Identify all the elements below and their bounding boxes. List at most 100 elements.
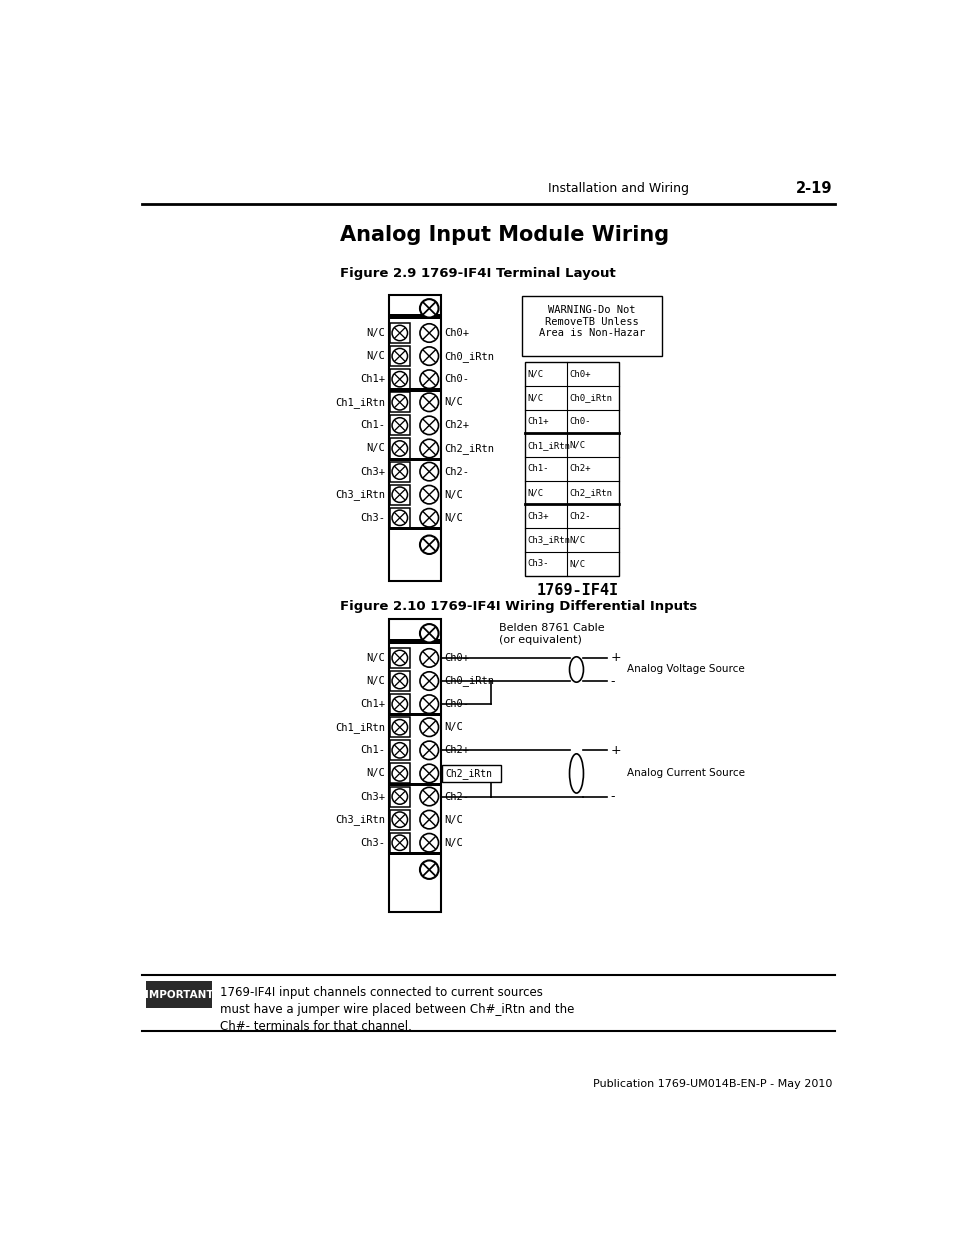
Text: Ch3-: Ch3- (359, 837, 385, 847)
Text: N/C: N/C (443, 837, 462, 847)
Bar (390, 740, 410, 761)
Text: Ch2+: Ch2+ (443, 746, 469, 756)
Text: Figure 2.10 1769-IF4I Wiring Differential Inputs: Figure 2.10 1769-IF4I Wiring Differentia… (340, 600, 697, 613)
Circle shape (419, 764, 438, 783)
Bar (442, 764, 500, 782)
Bar (390, 324, 410, 343)
Circle shape (419, 347, 438, 366)
Text: Ch3_iRtn: Ch3_iRtn (335, 489, 385, 500)
Text: Ch0-: Ch0- (443, 699, 469, 709)
Text: N/C: N/C (366, 443, 385, 453)
Circle shape (392, 651, 407, 666)
Text: Ch1-: Ch1- (526, 464, 548, 473)
Circle shape (419, 648, 438, 667)
Text: N/C: N/C (569, 559, 585, 568)
Text: +: + (610, 651, 620, 664)
Text: N/C: N/C (443, 722, 462, 732)
Ellipse shape (569, 753, 583, 793)
Text: Ch0_iRtn: Ch0_iRtn (569, 393, 612, 403)
Circle shape (392, 464, 407, 479)
Circle shape (392, 417, 407, 433)
Circle shape (419, 324, 438, 342)
Circle shape (419, 440, 438, 458)
Text: N/C: N/C (443, 815, 462, 825)
Text: Ch2-: Ch2- (443, 467, 469, 477)
Bar (390, 832, 410, 852)
Text: Ch3-: Ch3- (526, 559, 548, 568)
Text: N/C: N/C (443, 513, 462, 522)
Text: Ch2_iRtn: Ch2_iRtn (569, 488, 612, 498)
Text: -: - (610, 790, 615, 803)
Circle shape (392, 811, 407, 827)
Bar (390, 508, 410, 527)
Text: Ch0+: Ch0+ (443, 329, 469, 338)
Text: Ch3-: Ch3- (359, 513, 385, 522)
Text: 2-19: 2-19 (795, 180, 831, 195)
Text: Ch3_iRtn: Ch3_iRtn (335, 814, 385, 825)
Circle shape (392, 835, 407, 851)
Circle shape (419, 485, 438, 504)
Text: Ch3+: Ch3+ (359, 792, 385, 802)
Bar (390, 671, 410, 692)
Text: Ch0-: Ch0- (443, 374, 469, 384)
Text: N/C: N/C (526, 369, 542, 379)
Ellipse shape (569, 657, 583, 682)
Text: Ch2-: Ch2- (443, 792, 469, 802)
Text: N/C: N/C (569, 536, 585, 545)
Bar (389, 314, 440, 319)
Text: Ch1+: Ch1+ (526, 417, 548, 426)
Text: Ch1+: Ch1+ (359, 374, 385, 384)
Bar (389, 527, 440, 530)
Circle shape (392, 673, 407, 689)
Text: Ch1_iRtn: Ch1_iRtn (335, 721, 385, 732)
Text: IMPORTANT: IMPORTANT (145, 989, 213, 1000)
Text: Ch2-: Ch2- (569, 511, 591, 521)
Bar (389, 852, 440, 855)
Text: +: + (610, 743, 620, 757)
Text: Ch0+: Ch0+ (569, 369, 591, 379)
Circle shape (392, 487, 407, 503)
Text: Ch3+: Ch3+ (359, 467, 385, 477)
Bar (390, 718, 410, 737)
Circle shape (419, 810, 438, 829)
Bar (389, 458, 440, 461)
Bar (146, 982, 212, 1008)
Bar (390, 787, 410, 806)
Text: Ch2_iRtn: Ch2_iRtn (443, 443, 494, 454)
Circle shape (419, 370, 438, 389)
Circle shape (419, 624, 438, 642)
Text: N/C: N/C (443, 398, 462, 408)
Text: Ch0_iRtn: Ch0_iRtn (443, 351, 494, 362)
Circle shape (419, 718, 438, 736)
Bar (390, 462, 410, 482)
Circle shape (419, 416, 438, 435)
Bar (390, 763, 410, 783)
Text: N/C: N/C (526, 488, 542, 498)
Text: N/C: N/C (366, 768, 385, 778)
Bar (390, 810, 410, 830)
Text: Ch1_iRtn: Ch1_iRtn (526, 441, 569, 450)
Circle shape (419, 861, 438, 879)
Circle shape (419, 393, 438, 411)
Text: N/C: N/C (526, 393, 542, 403)
Bar (390, 694, 410, 714)
Circle shape (392, 697, 407, 711)
Bar (390, 393, 410, 412)
Text: Belden 8761 Cable
(or equivalent): Belden 8761 Cable (or equivalent) (498, 624, 604, 645)
Text: N/C: N/C (366, 653, 385, 663)
Text: Ch2_iRtn: Ch2_iRtn (443, 768, 494, 779)
Circle shape (392, 789, 407, 804)
Bar (390, 484, 410, 505)
Bar (390, 369, 410, 389)
Text: Ch1-: Ch1- (359, 746, 385, 756)
Text: 1769-IF4I: 1769-IF4I (537, 583, 618, 599)
Text: Analog Voltage Source: Analog Voltage Source (626, 664, 744, 674)
Circle shape (392, 720, 407, 735)
Text: Ch1_iRtn: Ch1_iRtn (335, 396, 385, 408)
Circle shape (392, 510, 407, 526)
Circle shape (419, 741, 438, 760)
Text: N/C: N/C (569, 441, 585, 450)
Circle shape (392, 742, 407, 758)
Text: N/C: N/C (366, 351, 385, 361)
Bar (389, 389, 440, 391)
